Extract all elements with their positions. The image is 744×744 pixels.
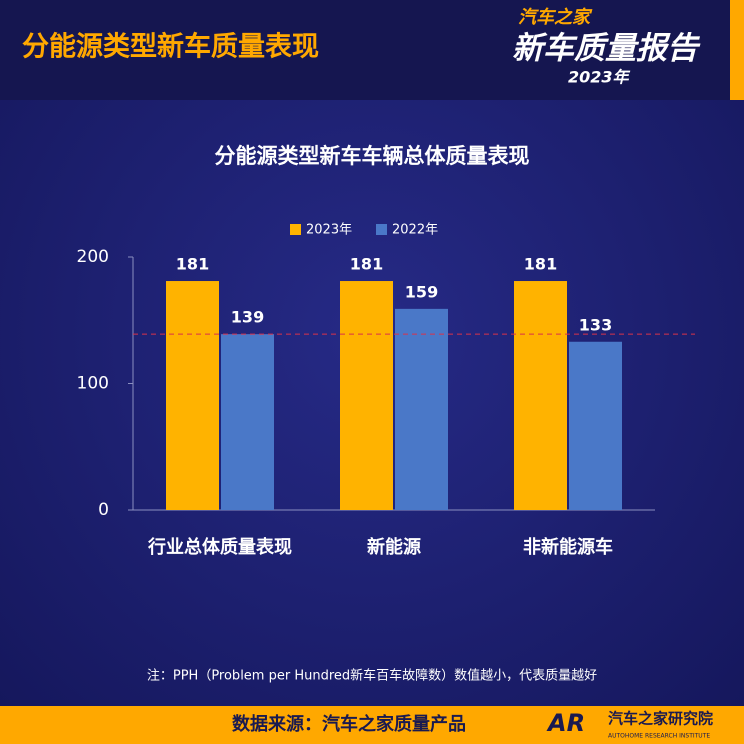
bar xyxy=(340,281,393,510)
institute-mark: AR xyxy=(546,709,585,737)
institute-english: AUTOHOME RESEARCH INSTITUTE xyxy=(608,733,710,740)
value-label: 139 xyxy=(231,308,264,327)
value-label: 181 xyxy=(350,255,383,274)
legend-swatch xyxy=(290,224,301,235)
x-tick-label: 行业总体质量表现 xyxy=(147,536,292,558)
institute-name: 汽车之家研究院 xyxy=(608,710,713,728)
logo-brand: 汽车之家 xyxy=(518,7,593,28)
footnote: 注：PPH（Problem per Hundred新车百车故障数）数值越小，代表… xyxy=(147,668,597,684)
value-label: 159 xyxy=(405,282,438,301)
x-tick-label: 新能源 xyxy=(367,536,421,558)
value-label: 133 xyxy=(579,315,612,334)
logo-year: 2023年 xyxy=(568,68,631,87)
y-tick-label: 0 xyxy=(98,500,109,520)
bar xyxy=(569,341,622,510)
value-label: 181 xyxy=(524,255,557,274)
footer-source: 数据来源：汽车之家质量产品 xyxy=(232,713,466,735)
bar xyxy=(166,281,219,510)
header-band xyxy=(0,0,744,100)
legend-label: 2022年 xyxy=(392,223,438,238)
header-title: 分能源类型新车质量表现 xyxy=(22,31,319,63)
bar xyxy=(514,281,567,510)
value-label: 181 xyxy=(176,255,209,274)
y-tick-label: 200 xyxy=(77,247,109,267)
legend-swatch xyxy=(376,224,387,235)
footer-band xyxy=(0,706,744,744)
header-accent xyxy=(730,0,744,100)
chart-title: 分能源类型新车车辆总体质量表现 xyxy=(215,144,530,168)
y-tick-label: 100 xyxy=(77,374,109,394)
x-tick-label: 非新能源车 xyxy=(523,536,613,558)
bar xyxy=(395,308,448,510)
bar xyxy=(221,334,274,510)
logo-name: 新车质量报告 xyxy=(512,31,701,67)
legend-label: 2023年 xyxy=(306,223,352,238)
